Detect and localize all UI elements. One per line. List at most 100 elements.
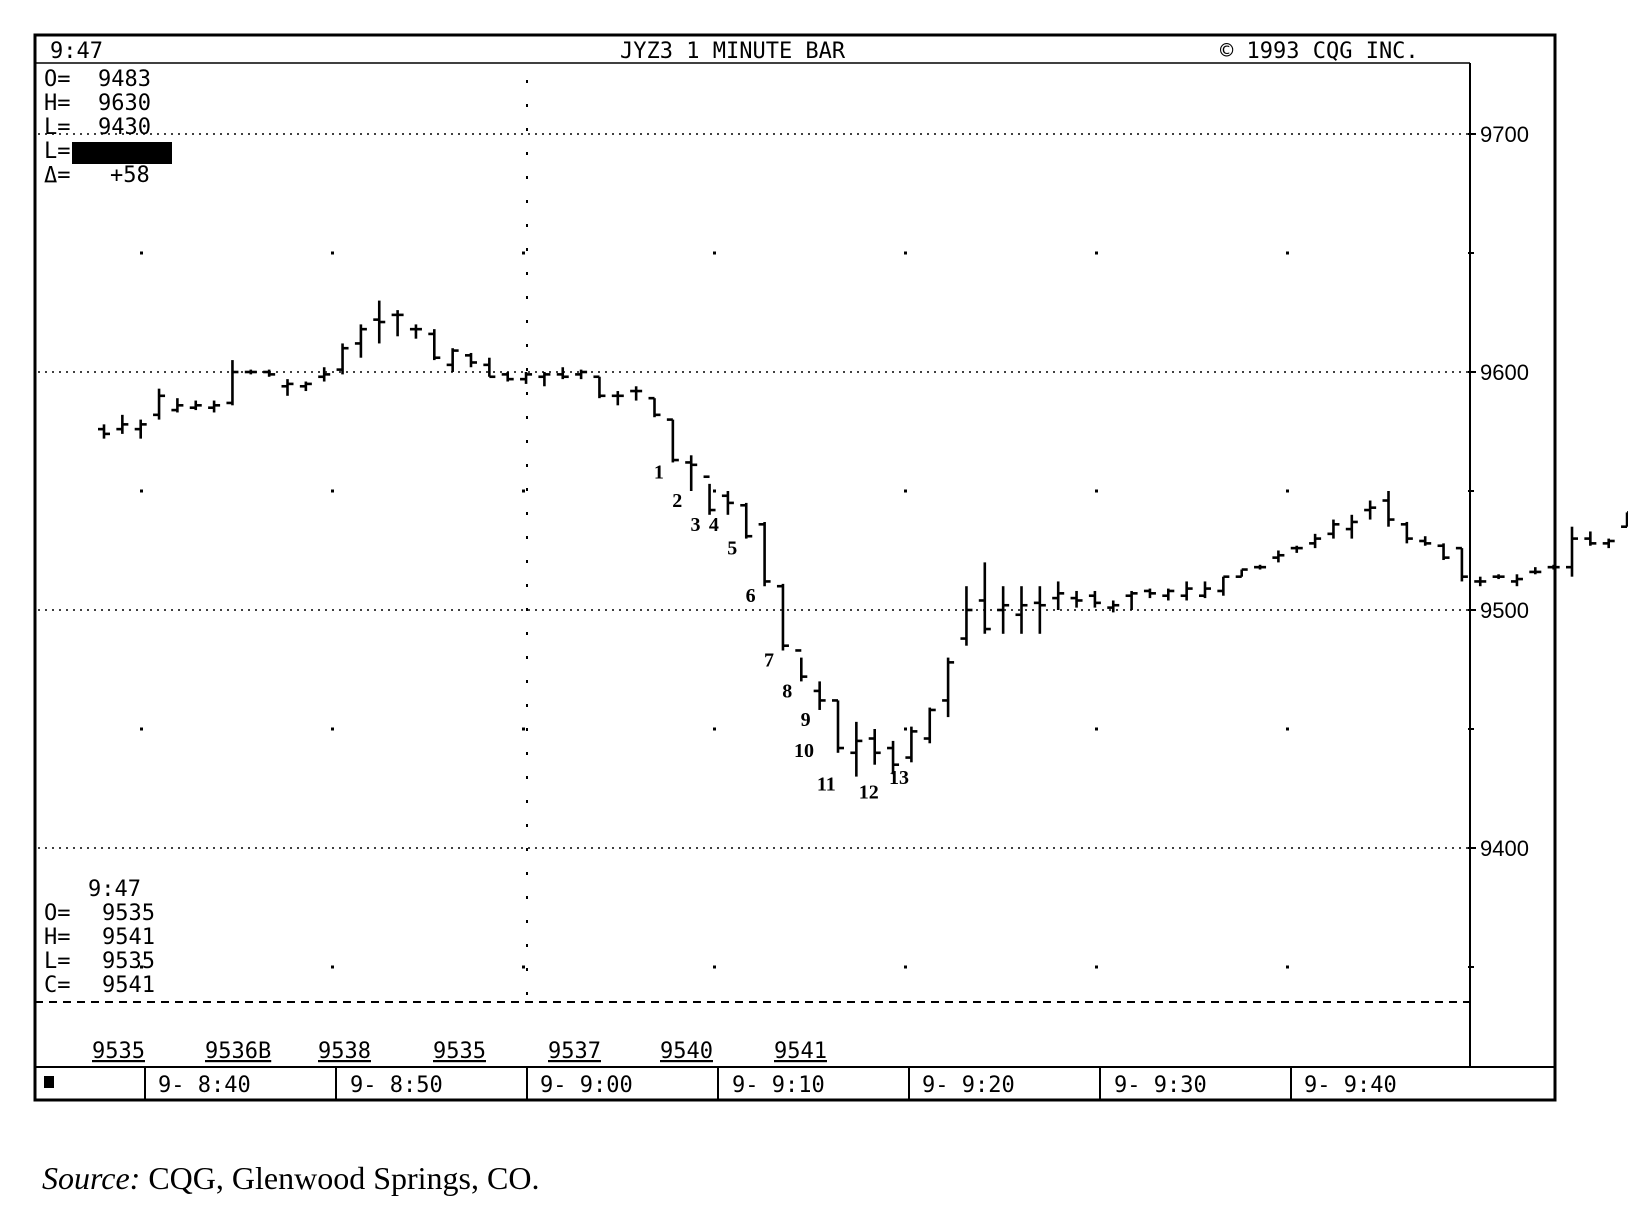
grid-dot	[522, 489, 525, 493]
grid-dot	[713, 251, 716, 255]
bar-count-label: 5	[727, 538, 737, 560]
grid-dot	[1095, 489, 1098, 493]
grid-dot	[1286, 489, 1289, 493]
grid-dot	[522, 965, 525, 969]
time-axis-label: 9- 9:00	[540, 1073, 633, 1098]
grid-dot	[140, 965, 143, 969]
header-copyright: © 1993 CQG INC.	[1220, 39, 1419, 64]
grid-dot	[1286, 251, 1289, 255]
top-info-label: L=	[44, 139, 71, 164]
price-history-item: 9541	[774, 1039, 827, 1064]
grid-dot	[140, 727, 143, 731]
grid-dot	[526, 344, 528, 347]
grid-dot	[713, 727, 716, 731]
bottom-info-label: O=	[44, 901, 71, 926]
bar-count-label: 8	[782, 680, 792, 702]
top-info-label: H=	[44, 91, 71, 116]
grid-dot	[526, 704, 528, 707]
status-indicator	[44, 1076, 54, 1088]
grid-dot	[1095, 251, 1098, 255]
time-axis-label: 9- 9:40	[1304, 1073, 1397, 1098]
y-tick-label: 9400	[1480, 836, 1529, 861]
grid-dot	[522, 251, 525, 255]
grid-dot	[526, 512, 528, 515]
top-info-highlight	[72, 142, 172, 164]
grid-dot	[526, 128, 528, 131]
grid-dot	[526, 824, 528, 827]
grid-dot	[526, 248, 528, 251]
grid-dot	[526, 896, 528, 899]
time-axis-bar: 9- 8:40 9- 8:50 9- 9:00 9- 9:10 9- 9:20 …	[44, 1067, 1397, 1100]
grid-dot	[526, 800, 528, 803]
grid-dot	[526, 920, 528, 923]
grid-dot	[526, 296, 528, 299]
bar-count-label: 1	[654, 461, 664, 483]
source-label: Source:	[42, 1160, 141, 1196]
price-history-item: 9538	[318, 1039, 371, 1064]
grid-dot	[526, 320, 528, 323]
grid-dot	[526, 968, 528, 971]
source-line: Source: CQG, Glenwood Springs, CO.	[42, 1160, 539, 1197]
grid-dot	[526, 368, 528, 371]
grid-dot	[526, 608, 528, 611]
grid-dot	[526, 872, 528, 875]
bottom-info-value: 9541	[102, 973, 155, 998]
top-info-label: L=	[44, 115, 71, 140]
bottom-info-value: 9535	[102, 949, 155, 974]
grid-dot	[526, 440, 528, 443]
grid-dot	[526, 104, 528, 107]
grid-dot	[526, 224, 528, 227]
grid-dot	[526, 752, 528, 755]
source-text: CQG, Glenwood Springs, CO.	[148, 1160, 540, 1196]
grid-dot	[1286, 965, 1289, 969]
grid-dot	[904, 727, 907, 731]
bottom-info-value: 9541	[102, 925, 155, 950]
time-axis-label: 9- 9:20	[922, 1073, 1015, 1098]
price-history-item: 9540	[660, 1039, 713, 1064]
grid-dot	[526, 560, 528, 563]
grid-dot	[904, 489, 907, 493]
grid-dot	[526, 152, 528, 155]
grid-dot	[526, 776, 528, 779]
y-tick-label: 9500	[1480, 598, 1529, 623]
grid-dot	[331, 965, 334, 969]
grid-dot	[526, 200, 528, 203]
grid-dot	[526, 728, 528, 731]
y-tick-label: 9700	[1480, 122, 1529, 147]
time-axis-label: 9- 9:30	[1114, 1073, 1207, 1098]
price-history-item: 9535	[92, 1039, 145, 1064]
top-info-value: +58	[110, 163, 150, 188]
bar-count-label: 12	[859, 782, 879, 804]
bar-count-label: 4	[709, 514, 719, 536]
grid-dot	[713, 965, 716, 969]
bar-count-label: 7	[764, 649, 774, 671]
bottom-info-block: 9:47 O= 9535 H= 9541 L= 9535 C= 9541	[44, 877, 155, 998]
top-info-label: Δ=	[44, 163, 71, 188]
grid-dot	[526, 992, 528, 995]
bottom-info-value: 9535	[102, 901, 155, 926]
grid-dot	[526, 392, 528, 395]
top-info-value: 9430	[98, 115, 151, 140]
bar-count-label: 3	[691, 514, 701, 536]
bar-count-label: 10	[794, 740, 814, 762]
grid-dot	[713, 489, 716, 493]
grid-dot	[526, 584, 528, 587]
grid-dot	[331, 489, 334, 493]
grid-dot	[526, 680, 528, 683]
grid-dot	[331, 251, 334, 255]
bottom-info-label: C=	[44, 973, 71, 998]
bottom-info-time: 9:47	[88, 877, 141, 902]
bar-count-label: 13	[889, 767, 909, 789]
grid-dot	[904, 965, 907, 969]
grid-dot	[526, 272, 528, 275]
chart-frame	[33, 33, 1557, 1102]
price-history-row: 9535 9536B 9538 9535 9537 9540 9541	[92, 1039, 827, 1064]
time-axis-label: 9- 8:40	[158, 1073, 251, 1098]
top-info-label: O=	[44, 67, 71, 92]
y-axis: 9700 9600 9500 9400	[1468, 122, 1529, 968]
y-tick-label: 9600	[1480, 360, 1529, 385]
grid-dot	[526, 80, 528, 83]
grid-dot	[140, 489, 143, 493]
grid-dot	[1095, 965, 1098, 969]
